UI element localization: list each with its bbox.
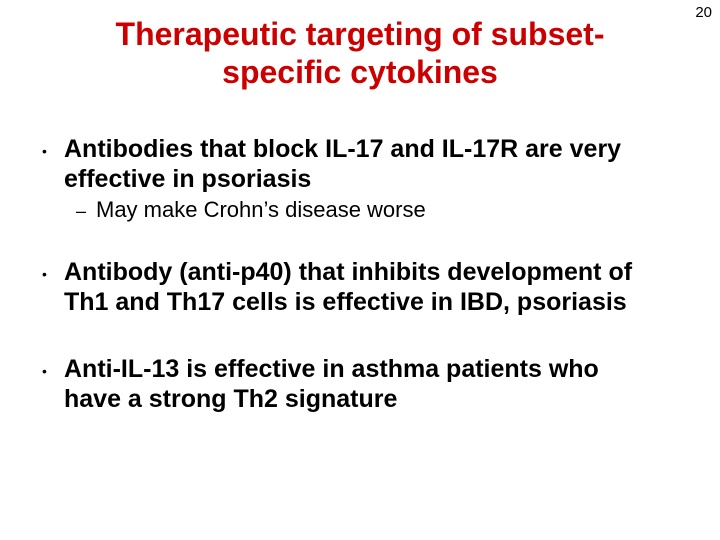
bullet-text: Antibodies that block IL-17 and IL-17R a… [64,134,684,195]
spacer [42,320,684,354]
bullet-text: Anti-IL-13 is effective in asthma patien… [64,354,684,415]
slide: 20 Therapeutic targeting of subset-speci… [0,0,720,540]
page-number: 20 [695,4,712,21]
sub-bullet-text: May make Crohn’s disease worse [96,197,426,223]
bullet-marker-icon: • [42,354,64,379]
spacer [42,223,684,257]
bullet-text: Antibody (anti-p40) that inhibits develo… [64,257,684,318]
bullet-marker-icon: • [42,134,64,159]
sub-bullet-item: – May make Crohn’s disease worse [76,197,684,223]
bullet-marker-icon: • [42,257,64,282]
bullet-item: • Anti-IL-13 is effective in asthma pati… [42,354,684,415]
bullet-item: • Antibody (anti-p40) that inhibits deve… [42,257,684,318]
slide-body: • Antibodies that block IL-17 and IL-17R… [42,134,684,415]
bullet-item: • Antibodies that block IL-17 and IL-17R… [42,134,684,195]
slide-title: Therapeutic targeting of subset-specific… [76,16,644,92]
sub-bullet-marker-icon: – [76,197,96,222]
